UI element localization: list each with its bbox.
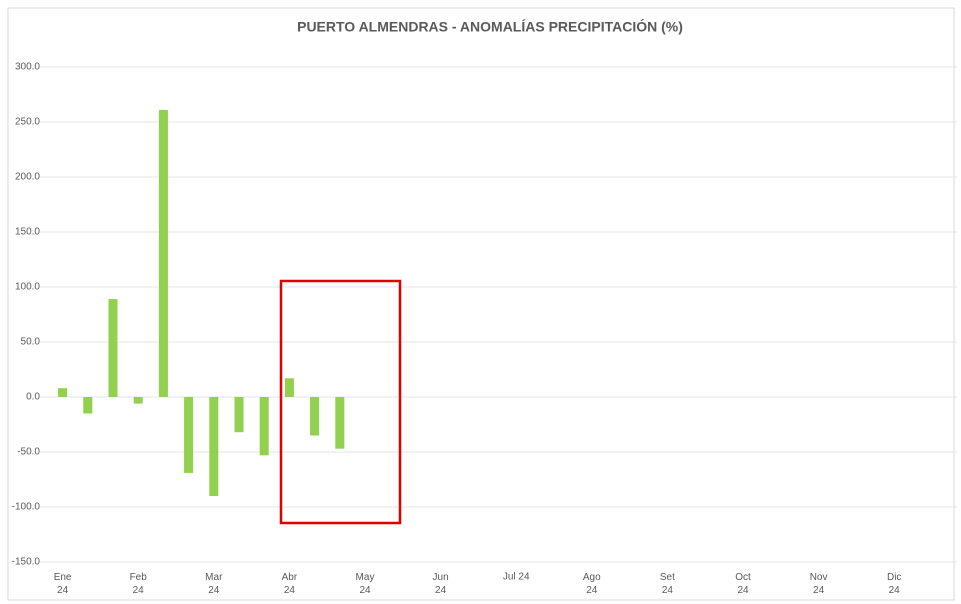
- x-tick-label: Jun 24: [433, 572, 449, 596]
- x-tick-label: Abr 24: [282, 572, 298, 596]
- bar: [108, 299, 118, 397]
- bar: [284, 378, 294, 397]
- y-tick-label: 250.0: [15, 117, 40, 128]
- y-tick-label: -50.0: [17, 447, 40, 458]
- bar: [310, 397, 320, 436]
- bar: [184, 397, 194, 473]
- y-tick-label: 50.0: [21, 337, 41, 348]
- chart-frame: [7, 7, 955, 601]
- x-tick-label: Ene 24: [54, 572, 72, 596]
- bar: [158, 109, 168, 398]
- x-tick-label: Nov 24: [810, 572, 828, 596]
- bar: [133, 397, 143, 404]
- bars: [58, 109, 345, 496]
- x-tick-label: Ago 24: [583, 572, 601, 596]
- bar: [58, 388, 68, 397]
- y-tick-label: -100.0: [12, 502, 41, 513]
- y-tick-label: 100.0: [15, 282, 40, 293]
- bar: [234, 397, 244, 433]
- x-tick-label: Jul 24: [503, 572, 530, 583]
- bar: [335, 397, 345, 449]
- bar: [209, 397, 219, 496]
- x-tick-label: Oct 24: [735, 572, 751, 596]
- x-tick-label: Set 24: [660, 572, 675, 596]
- x-tick-label: Mar 24: [205, 572, 223, 596]
- chart-title: PUERTO ALMENDRAS - ANOMALÍAS PRECIPITACI…: [297, 18, 683, 35]
- x-tick-label: Feb 24: [130, 572, 148, 596]
- highlight-box: [279, 279, 402, 525]
- bar: [83, 397, 93, 414]
- y-tick-label: 300.0: [15, 62, 40, 73]
- y-tick-label: 150.0: [15, 227, 40, 238]
- x-tick-label: May 24: [356, 572, 375, 596]
- y-tick-label: 200.0: [15, 172, 40, 183]
- bar: [259, 397, 269, 456]
- x-tick-label: Dic 24: [887, 572, 901, 596]
- y-tick-label: 0.0: [26, 392, 40, 403]
- y-tick-label: -150.0: [12, 557, 41, 568]
